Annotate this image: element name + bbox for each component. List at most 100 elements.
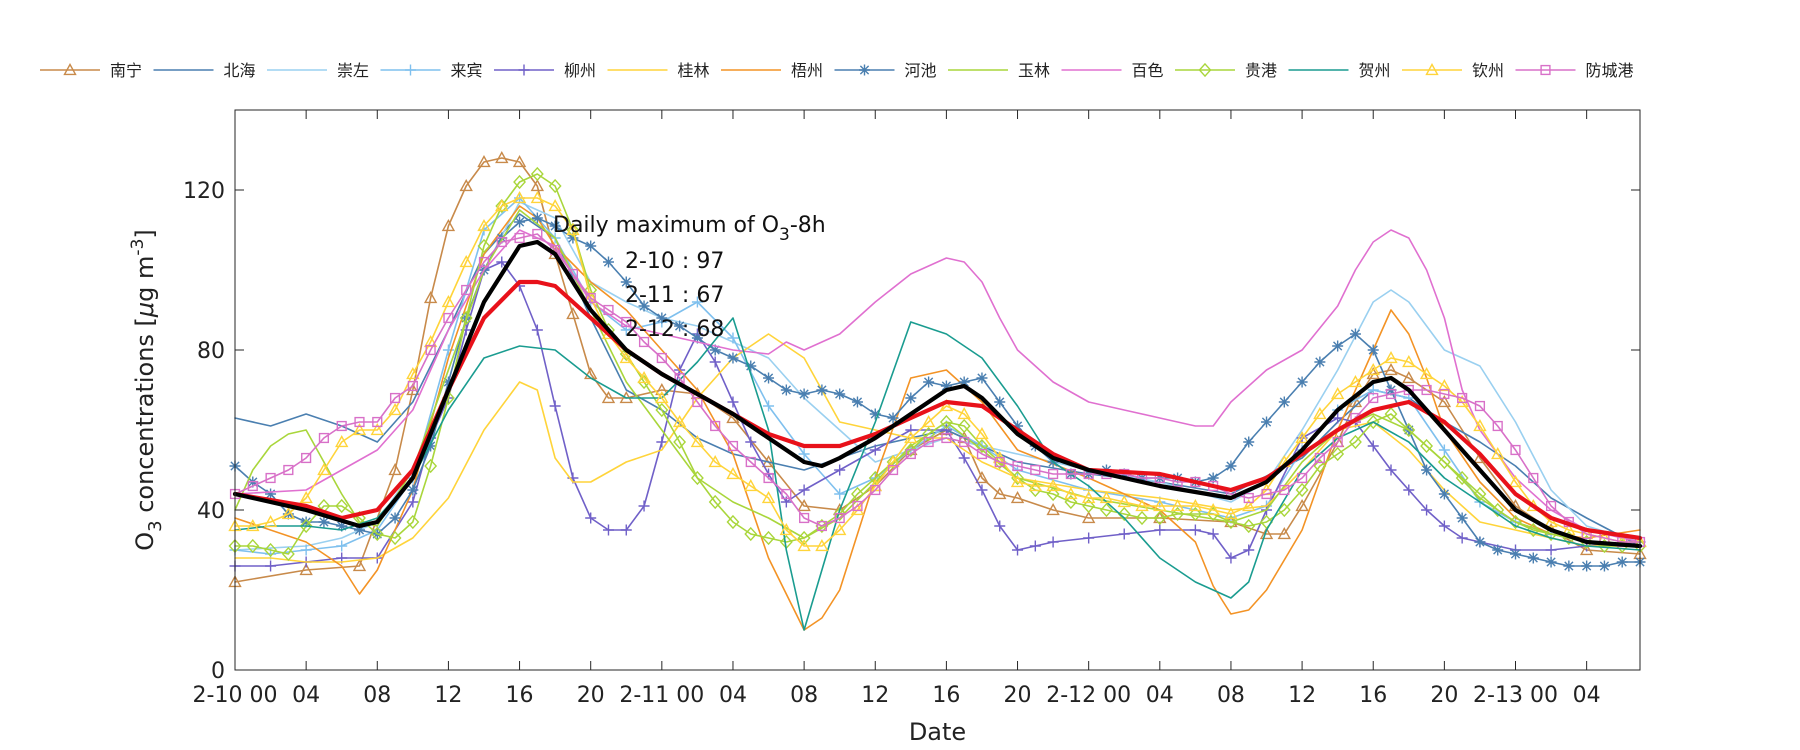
series-7-point bbox=[727, 352, 739, 364]
legend-label: 贺州 bbox=[1359, 61, 1391, 80]
series-7-point bbox=[1012, 420, 1024, 432]
series-10-point bbox=[957, 418, 971, 434]
legend-label: 南宁 bbox=[110, 61, 142, 80]
series-13-point bbox=[532, 228, 543, 240]
series-0-point bbox=[1437, 395, 1452, 408]
series-13-point bbox=[478, 256, 490, 268]
series-7-point bbox=[1438, 488, 1450, 500]
series-10-point bbox=[975, 438, 989, 454]
series-13-point bbox=[1528, 472, 1539, 484]
series-10-point bbox=[370, 526, 384, 542]
series-7-point bbox=[1421, 464, 1433, 476]
series-0-point bbox=[797, 499, 811, 512]
legend-item: 北海 bbox=[153, 61, 256, 80]
series-7-point bbox=[1261, 416, 1273, 428]
series-3-point bbox=[834, 488, 846, 500]
series-7-point bbox=[1545, 556, 1557, 568]
series-0-point bbox=[388, 463, 402, 476]
series-7-point bbox=[602, 256, 614, 268]
series-3-point bbox=[798, 448, 810, 460]
series-0-point bbox=[1402, 371, 1416, 384]
series-7-point bbox=[1278, 396, 1290, 408]
series-10-point bbox=[1277, 502, 1291, 518]
series-4-point bbox=[1029, 540, 1041, 552]
series-7-point bbox=[1616, 556, 1628, 568]
series-13-point bbox=[301, 452, 312, 464]
series-10-point bbox=[1153, 510, 1167, 526]
series-13-point bbox=[1385, 388, 1397, 400]
legend-label: 桂林 bbox=[678, 61, 710, 80]
legend-item: 玉林 bbox=[948, 61, 1050, 80]
series-13-point bbox=[461, 284, 472, 296]
x-tick-label: 08 bbox=[363, 683, 391, 708]
series-4-point bbox=[1207, 528, 1219, 540]
series-7-point bbox=[407, 484, 419, 496]
x-tick-label: 20 bbox=[1004, 683, 1032, 708]
series-4-point bbox=[1047, 536, 1059, 548]
legend-item: 河池 bbox=[834, 61, 937, 80]
series-10-point bbox=[1348, 434, 1362, 450]
series-12-point bbox=[1366, 363, 1380, 376]
daily-max-annotation: Daily maximum of O3-8h 2-10 : 97 2-11 : 67… bbox=[553, 213, 826, 342]
series-12-point bbox=[1330, 387, 1345, 400]
series-7-point bbox=[923, 376, 935, 388]
plot-area bbox=[228, 110, 1647, 670]
series-10-point bbox=[1135, 510, 1149, 526]
series-10-point bbox=[922, 426, 936, 442]
series-12-point bbox=[1153, 499, 1167, 512]
x-tick-label: 04 bbox=[1573, 683, 1601, 708]
legend-marker bbox=[859, 64, 870, 76]
series-0-point bbox=[459, 179, 473, 192]
series-7-point bbox=[1367, 344, 1379, 356]
series-13-point bbox=[514, 232, 525, 244]
y-tick-label: 40 bbox=[197, 499, 225, 524]
series-13-point bbox=[638, 336, 650, 348]
series-7-point bbox=[638, 300, 650, 312]
legend-item: 贺州 bbox=[1288, 61, 1391, 80]
legend-item: 南宁 bbox=[40, 61, 142, 80]
series-13-point bbox=[389, 392, 401, 404]
series-13-point bbox=[1012, 460, 1023, 472]
x-tick-label: 20 bbox=[577, 683, 605, 708]
series-4-point bbox=[265, 560, 277, 572]
series-7-point bbox=[620, 276, 632, 288]
series-13-point bbox=[1421, 384, 1432, 396]
legend-item: 防城港 bbox=[1515, 61, 1634, 80]
series-7-point bbox=[1314, 356, 1326, 368]
series-13-point bbox=[870, 484, 881, 496]
series-12-point bbox=[317, 463, 331, 476]
series-12-point bbox=[530, 191, 545, 204]
x-tick-label: 16 bbox=[506, 683, 534, 708]
series-10-point bbox=[690, 470, 704, 486]
series-13-point bbox=[585, 292, 596, 304]
series-10-point bbox=[1331, 446, 1345, 462]
series-13-point bbox=[407, 380, 418, 392]
series-4 bbox=[229, 256, 1646, 572]
series-4-point bbox=[1083, 532, 1095, 544]
series-12-point bbox=[495, 199, 509, 212]
x-tick-label: 04 bbox=[1146, 683, 1174, 708]
series-13-point bbox=[1439, 388, 1450, 400]
series-12-point bbox=[1224, 507, 1238, 520]
series-12-point bbox=[566, 223, 580, 236]
series-4-point bbox=[976, 484, 988, 496]
series-4-point bbox=[531, 324, 543, 336]
series-13-point bbox=[816, 520, 827, 532]
y-tick-label: 0 bbox=[211, 659, 225, 684]
series-10-point bbox=[477, 238, 491, 254]
series-13-point bbox=[1545, 500, 1557, 512]
series-12-point bbox=[672, 415, 687, 428]
legend-marker bbox=[1198, 62, 1212, 78]
x-tick-label: 12 bbox=[1288, 683, 1316, 708]
series-12-point bbox=[886, 455, 900, 468]
legend-marker bbox=[1540, 64, 1551, 76]
series-4-point bbox=[994, 520, 1006, 532]
series-12-point bbox=[815, 539, 829, 552]
series-5-line bbox=[234, 333, 1641, 563]
series-3-point bbox=[763, 400, 775, 412]
series-10-point bbox=[904, 442, 918, 458]
series-12-point bbox=[1206, 503, 1220, 516]
series-10-point bbox=[1313, 458, 1327, 474]
series-10-point bbox=[1260, 514, 1273, 530]
x-tick-label: 08 bbox=[790, 683, 818, 708]
